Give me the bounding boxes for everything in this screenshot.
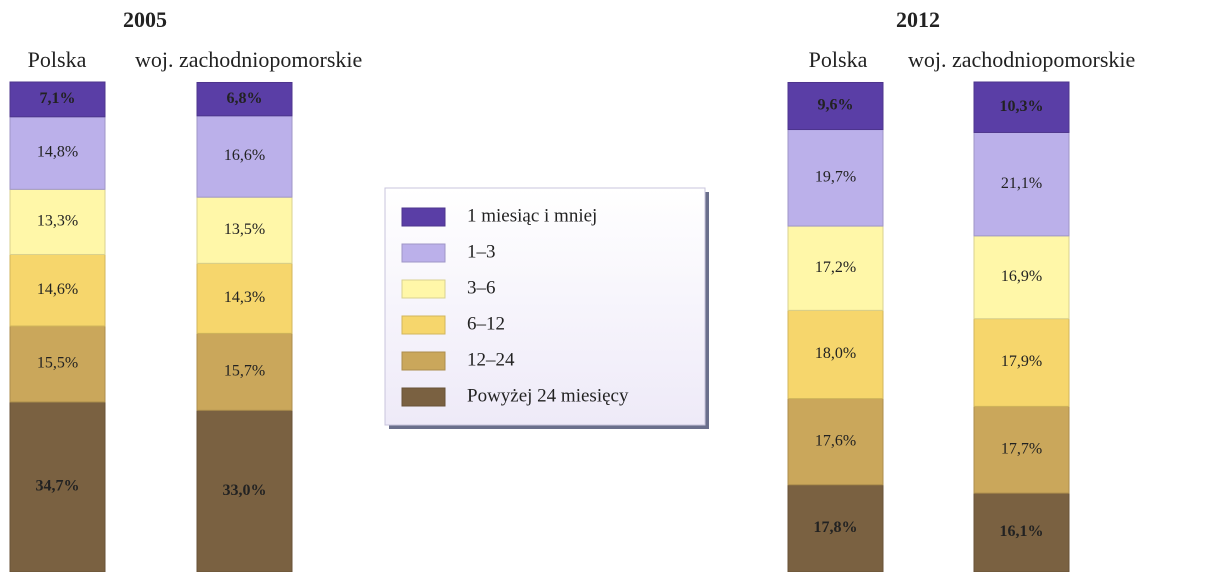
category-label: Polska [28, 47, 87, 72]
value-label: 17,7% [1001, 440, 1042, 457]
legend-label: 6–12 [467, 313, 505, 334]
value-label: 15,5% [37, 355, 78, 372]
value-label: 7,1% [40, 90, 76, 107]
legend-label: 1 miesiąc i mniej [467, 205, 597, 226]
value-label: 34,7% [36, 478, 80, 495]
bar-segment [9, 325, 106, 403]
bar-segment [973, 235, 1070, 320]
bar-segment [9, 81, 106, 118]
value-label: 16,9% [1001, 268, 1042, 285]
bar-segment [787, 225, 884, 311]
value-label: 17,8% [814, 519, 858, 536]
value-label: 13,3% [37, 213, 78, 230]
category-label: woj. zachodniopomorskie [908, 47, 1135, 72]
value-label: 18,0% [815, 345, 856, 362]
value-label: 21,1% [1001, 175, 1042, 192]
bar-segment [973, 81, 1070, 133]
value-label: 13,5% [224, 221, 265, 238]
bar-segment [9, 116, 106, 190]
bar-segment [973, 318, 1070, 407]
bar-segment [973, 492, 1070, 572]
legend-label: 12–24 [467, 349, 515, 370]
legend-label: Powyżej 24 miesięcy [467, 385, 629, 406]
value-label: 15,7% [224, 363, 265, 380]
bar-segment [9, 253, 106, 327]
bar-segment [196, 196, 293, 264]
value-label: 17,9% [1001, 353, 1042, 370]
value-label: 14,8% [37, 144, 78, 161]
value-label: 16,6% [224, 147, 265, 164]
panel-title: 2005 [123, 7, 167, 32]
panel-title: 2012 [896, 7, 940, 32]
bar-segment [196, 409, 293, 572]
value-label: 16,1% [1000, 523, 1044, 540]
bar-segment [973, 405, 1070, 494]
value-label: 6,8% [227, 90, 263, 107]
bar-segment [973, 131, 1070, 237]
category-label: woj. zachodniopomorskie [135, 47, 362, 72]
legend-label: 3–6 [467, 277, 496, 298]
bar-segment [196, 115, 293, 198]
bar-segment [787, 129, 884, 227]
legend-swatch [401, 207, 446, 227]
bar-segment [787, 484, 884, 572]
value-label: 14,3% [224, 289, 265, 306]
value-label: 17,6% [815, 432, 856, 449]
value-label: 33,0% [223, 482, 267, 499]
legend-swatch [401, 387, 446, 407]
value-label: 9,6% [818, 97, 854, 114]
value-label: 17,2% [815, 259, 856, 276]
bar-segment [9, 188, 106, 255]
legend-label: 1–3 [467, 241, 496, 262]
legend-box [384, 187, 706, 426]
legend-swatch [401, 315, 446, 335]
bar-segment [787, 81, 884, 131]
bar-segment [196, 262, 293, 334]
bar-segment [787, 398, 884, 486]
category-label: Polska [809, 47, 868, 72]
legend-swatch [401, 351, 446, 371]
value-label: 14,6% [37, 281, 78, 298]
value-label: 10,3% [1000, 98, 1044, 115]
legend-swatch [401, 279, 446, 299]
bar-segment [196, 81, 293, 117]
value-label: 19,7% [815, 168, 856, 185]
legend-swatch [401, 243, 446, 263]
bar-segment [196, 332, 293, 411]
